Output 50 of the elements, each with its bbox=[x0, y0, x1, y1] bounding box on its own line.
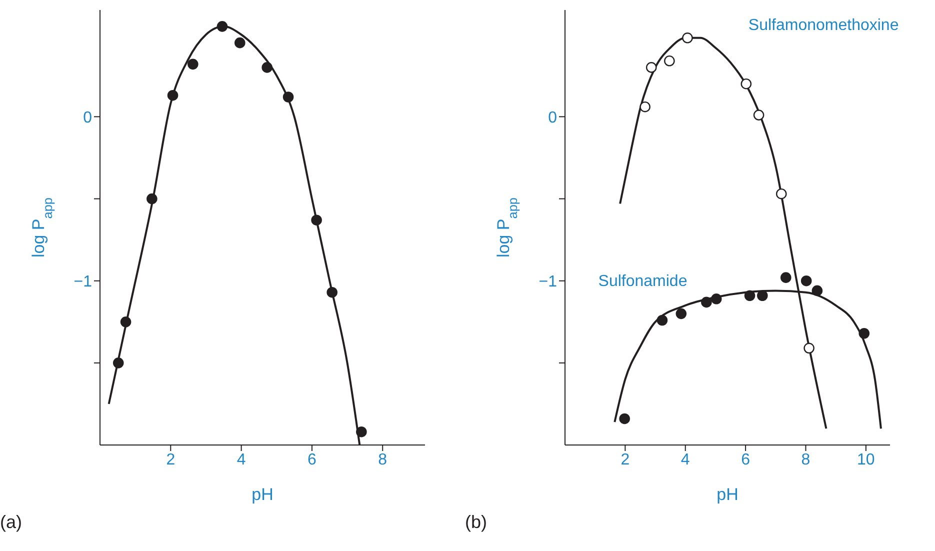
x-tick-label: 4 bbox=[680, 451, 690, 468]
point bbox=[216, 21, 228, 32]
point bbox=[664, 55, 675, 66]
point bbox=[744, 290, 756, 302]
point bbox=[167, 90, 178, 101]
x-tick-label: 6 bbox=[308, 451, 317, 468]
point bbox=[740, 78, 752, 90]
point bbox=[282, 92, 294, 102]
point bbox=[311, 214, 322, 226]
x-tick-label: 4 bbox=[236, 451, 246, 468]
point bbox=[757, 290, 768, 302]
point bbox=[326, 286, 338, 298]
y-tick-label: 0 bbox=[548, 109, 558, 126]
point bbox=[146, 193, 158, 204]
point bbox=[676, 308, 687, 320]
x-tick-label: 2 bbox=[166, 451, 176, 468]
point bbox=[640, 101, 650, 112]
x-tick-label: 2 bbox=[620, 451, 630, 468]
text: (b) bbox=[465, 512, 487, 533]
point bbox=[188, 58, 198, 70]
point bbox=[656, 314, 668, 326]
x-tick-label: 8 bbox=[801, 451, 810, 468]
text: Sulfamonomethoxine bbox=[748, 17, 899, 34]
point bbox=[356, 426, 367, 438]
point bbox=[262, 62, 272, 73]
point bbox=[804, 342, 814, 354]
point bbox=[646, 62, 657, 73]
y-tick-label: −1 bbox=[538, 274, 558, 291]
x-tick-label: 6 bbox=[741, 451, 750, 468]
y-tick-label: 0 bbox=[83, 109, 92, 126]
point bbox=[858, 328, 870, 339]
point bbox=[800, 275, 812, 286]
point bbox=[619, 413, 630, 424]
point bbox=[812, 285, 823, 296]
point bbox=[112, 358, 124, 368]
point bbox=[234, 37, 246, 48]
point bbox=[682, 32, 693, 44]
text: (a) bbox=[0, 512, 22, 533]
point bbox=[710, 294, 722, 304]
x-tick-label: 10 bbox=[857, 451, 875, 468]
x-axis-title: pH bbox=[716, 485, 738, 504]
point bbox=[753, 110, 764, 120]
point bbox=[120, 316, 132, 328]
point bbox=[701, 296, 712, 308]
x-tick-label: 8 bbox=[378, 451, 388, 468]
y-tick-label: −1 bbox=[74, 274, 92, 291]
x-axis-title: pH bbox=[252, 485, 274, 504]
series-label: Sulfonamide bbox=[598, 273, 688, 290]
point bbox=[780, 272, 792, 283]
point bbox=[776, 188, 787, 200]
